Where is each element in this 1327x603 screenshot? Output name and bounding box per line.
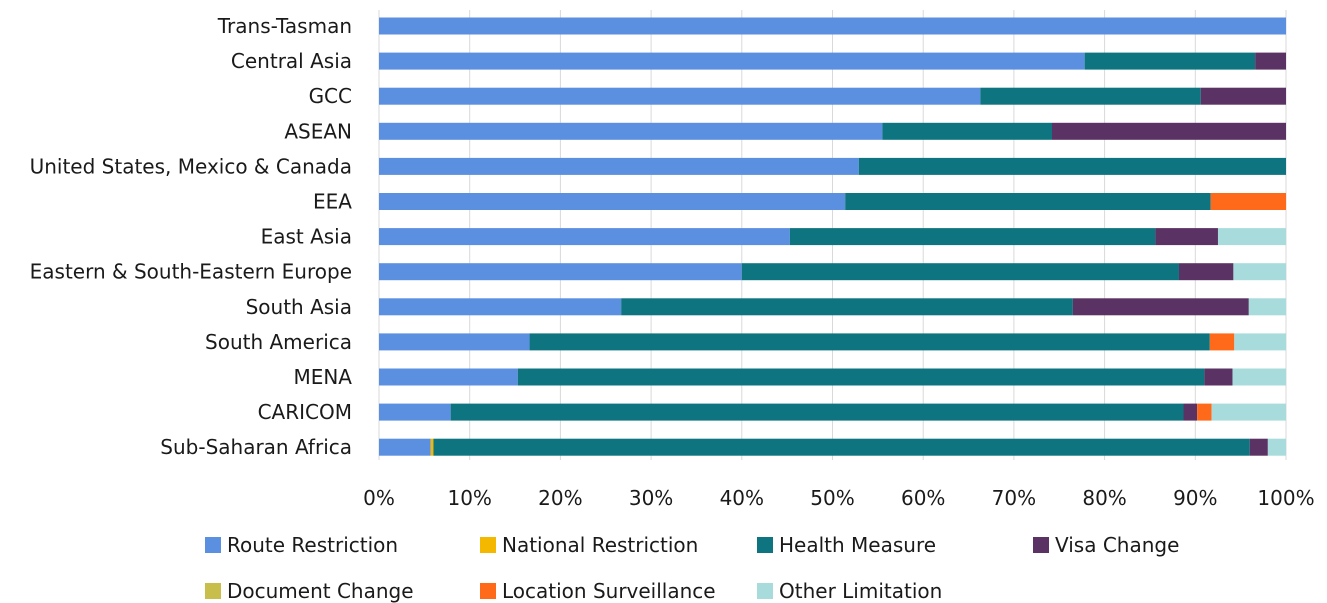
legend-swatch (205, 537, 221, 553)
legend-label: Location Surveillance (502, 579, 716, 603)
legend-swatch (480, 537, 496, 553)
category-label: Trans-Tasman (217, 14, 352, 38)
bar-segment (379, 87, 981, 105)
x-axis-tick-labels: 0% 10% 20% 30% 40% 50% 60% 70% 80% 90% 100% (363, 486, 1314, 510)
category-label: CARICOM (258, 400, 352, 424)
category-label: GCC (309, 84, 352, 108)
legend: Route Restriction National Restriction Hea… (205, 533, 1179, 603)
legend-label: Route Restriction (227, 533, 398, 557)
bar-segment (450, 403, 1184, 421)
bar-segment (433, 438, 1250, 456)
bar-segment (1084, 52, 1256, 70)
bar-segment (379, 438, 431, 456)
x-tick-label: 40% (720, 486, 764, 510)
bar-segment (379, 403, 451, 421)
bar-segment (1209, 333, 1235, 351)
category-labels: Trans-Tasman Central Asia GCC ASEAN United S… (30, 14, 353, 459)
bar-segment (1200, 87, 1286, 105)
x-tick-label: 100% (1257, 486, 1314, 510)
bar-segment (379, 228, 790, 246)
bar-segment (1072, 298, 1249, 316)
x-tick-label: 0% (363, 486, 395, 510)
category-label: Eastern & South-Eastern Europe (30, 260, 352, 284)
bar-segment (621, 298, 1073, 316)
bar-segment (882, 122, 1052, 140)
x-tick-label: 70% (992, 486, 1036, 510)
legend-label: Document Change (227, 579, 414, 603)
x-tick-label: 20% (538, 486, 582, 510)
bar-segment (1211, 403, 1286, 421)
bar-segment (1178, 263, 1234, 281)
legend-label: Visa Change (1055, 533, 1179, 557)
x-tick-label: 60% (901, 486, 945, 510)
bar-segment (858, 157, 1286, 175)
bar-segment (1234, 333, 1286, 351)
bar-segment (379, 368, 518, 386)
bar-segment (529, 333, 1210, 351)
legend-swatch (1033, 537, 1049, 553)
bar-segment (379, 157, 859, 175)
category-label: United States, Mexico & Canada (30, 154, 352, 178)
legend-swatch (480, 583, 496, 599)
category-label: South America (205, 330, 352, 354)
category-label: MENA (293, 365, 352, 389)
bar-segment (379, 122, 883, 140)
bar-segment (379, 17, 1286, 35)
category-label: South Asia (246, 295, 352, 319)
bar-segment (1248, 298, 1286, 316)
bar-segment (1204, 368, 1233, 386)
legend-label: Other Limitation (779, 579, 942, 603)
x-tick-label: 80% (1082, 486, 1126, 510)
bar-segment (379, 193, 846, 210)
bar-segment (1267, 438, 1286, 456)
legend-label: Health Measure (779, 533, 936, 557)
bar-segment (379, 333, 530, 351)
bar-segment (980, 87, 1201, 105)
bar-segment (430, 438, 434, 456)
bar-segment (845, 193, 1211, 210)
bar-segment (789, 228, 1156, 246)
x-tick-label: 30% (629, 486, 673, 510)
bar-segment (1217, 228, 1286, 246)
category-label: Sub-Saharan Africa (160, 435, 352, 459)
bar-segment (1183, 403, 1198, 421)
bar-segment (1232, 368, 1286, 386)
legend-swatch (757, 583, 773, 599)
bar-segment (741, 263, 1179, 281)
x-tick-label: 90% (1173, 486, 1217, 510)
category-label: EEA (313, 190, 352, 214)
category-label: ASEAN (284, 119, 352, 143)
category-label: Central Asia (231, 49, 352, 73)
legend-label: National Restriction (502, 533, 698, 557)
bar-segment (1249, 438, 1268, 456)
bar-segment (379, 263, 742, 281)
bar-segment (1155, 228, 1218, 246)
bar-segment (1197, 403, 1212, 421)
bars (379, 17, 1286, 456)
bar-segment (1233, 263, 1286, 281)
bar-segment (1255, 52, 1286, 70)
x-tick-label: 50% (810, 486, 854, 510)
bar-segment (379, 298, 622, 316)
bar-segment (379, 52, 1085, 70)
bar-segment (517, 368, 1205, 386)
category-label: East Asia (261, 225, 352, 249)
legend-swatch (757, 537, 773, 553)
bar-segment (1210, 193, 1286, 210)
x-tick-label: 10% (447, 486, 491, 510)
bar-segment (1051, 122, 1286, 140)
legend-swatch (205, 583, 221, 599)
